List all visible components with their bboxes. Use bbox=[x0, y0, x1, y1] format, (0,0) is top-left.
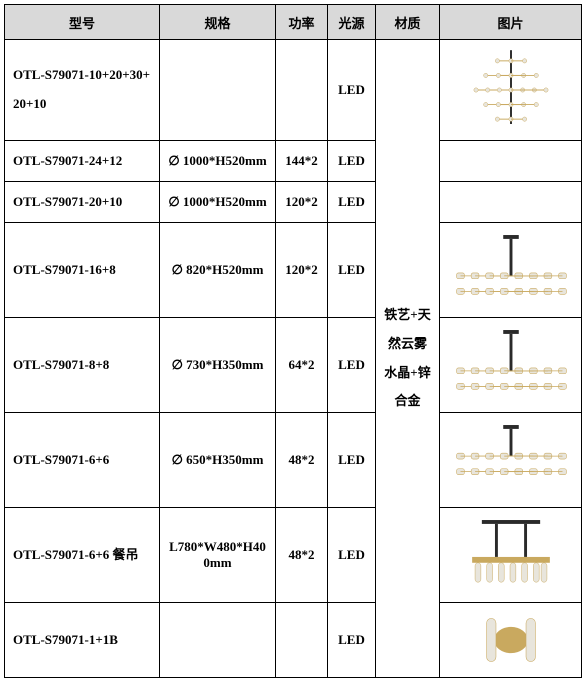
cell-power: 144*2 bbox=[276, 141, 328, 182]
cell-model: OTL-S79071-8+8 bbox=[5, 318, 160, 413]
table-row: OTL-S79071-6+6 餐吊L780*W480*H400mm48*2LED bbox=[5, 508, 582, 603]
product-table: 型号规格功率光源材质图片 OTL-S79071-10+20+30+20+10 LE… bbox=[4, 4, 582, 678]
cell-light: LED bbox=[328, 40, 376, 141]
cell-model: OTL-S79071-16+8 bbox=[5, 223, 160, 318]
cell-light: LED bbox=[328, 413, 376, 508]
col-header: 功率 bbox=[276, 5, 328, 40]
cell-spec bbox=[160, 603, 276, 678]
table-row: OTL-S79071-10+20+30+20+10LED铁艺+天然云雾水晶+锌合… bbox=[5, 40, 582, 141]
cell-model: OTL-S79071-10+20+30+20+10 bbox=[5, 40, 160, 141]
table-row: OTL-S79071-8+8∅ 730*H350mm64*2LED bbox=[5, 318, 582, 413]
cell-image bbox=[440, 508, 582, 603]
cell-power: 48*2 bbox=[276, 508, 328, 603]
cell-power: 120*2 bbox=[276, 223, 328, 318]
cell-power bbox=[276, 40, 328, 141]
cell-model: OTL-S79071-20+10 bbox=[5, 182, 160, 223]
cell-spec bbox=[160, 40, 276, 141]
cell-power bbox=[276, 603, 328, 678]
cell-power: 64*2 bbox=[276, 318, 328, 413]
cell-model: OTL-S79071-6+6 餐吊 bbox=[5, 508, 160, 603]
cell-image bbox=[440, 40, 582, 141]
cell-image bbox=[440, 413, 582, 508]
cell-model: OTL-S79071-24+12 bbox=[5, 141, 160, 182]
col-header: 规格 bbox=[160, 5, 276, 40]
cell-model: OTL-S79071-1+1B bbox=[5, 603, 160, 678]
cell-model: OTL-S79071-6+6 bbox=[5, 413, 160, 508]
cell-spec: ∅ 820*H520mm bbox=[160, 223, 276, 318]
cell-power: 48*2 bbox=[276, 413, 328, 508]
col-header: 型号 bbox=[5, 5, 160, 40]
cell-image bbox=[440, 182, 582, 223]
cell-image bbox=[440, 223, 582, 318]
cell-image bbox=[440, 603, 582, 678]
table-row: OTL-S79071-20+10∅ 1000*H520mm120*2LED bbox=[5, 182, 582, 223]
col-header: 光源 bbox=[328, 5, 376, 40]
cell-light: LED bbox=[328, 182, 376, 223]
col-header: 材质 bbox=[376, 5, 440, 40]
col-header: 图片 bbox=[440, 5, 582, 40]
table-row: OTL-S79071-1+1B LED bbox=[5, 603, 582, 678]
cell-power: 120*2 bbox=[276, 182, 328, 223]
cell-light: LED bbox=[328, 223, 376, 318]
table-row: OTL-S79071-24+12∅ 1000*H520mm144*2LED bbox=[5, 141, 582, 182]
cell-material: 铁艺+天然云雾水晶+锌合金 bbox=[376, 40, 440, 678]
table-header: 型号规格功率光源材质图片 bbox=[5, 5, 582, 40]
table-row: OTL-S79071-16+8∅ 820*H520mm120*2LED bbox=[5, 223, 582, 318]
cell-image bbox=[440, 318, 582, 413]
cell-image bbox=[440, 141, 582, 182]
cell-light: LED bbox=[328, 318, 376, 413]
cell-spec: ∅ 1000*H520mm bbox=[160, 141, 276, 182]
cell-light: LED bbox=[328, 141, 376, 182]
cell-spec: ∅ 730*H350mm bbox=[160, 318, 276, 413]
cell-light: LED bbox=[328, 508, 376, 603]
cell-spec: L780*W480*H400mm bbox=[160, 508, 276, 603]
table-row: OTL-S79071-6+6∅ 650*H350mm48*2LED bbox=[5, 413, 582, 508]
cell-spec: ∅ 650*H350mm bbox=[160, 413, 276, 508]
cell-light: LED bbox=[328, 603, 376, 678]
table-body: OTL-S79071-10+20+30+20+10 LED铁艺+天然云雾水晶+锌合… bbox=[5, 40, 582, 678]
cell-spec: ∅ 1000*H520mm bbox=[160, 182, 276, 223]
